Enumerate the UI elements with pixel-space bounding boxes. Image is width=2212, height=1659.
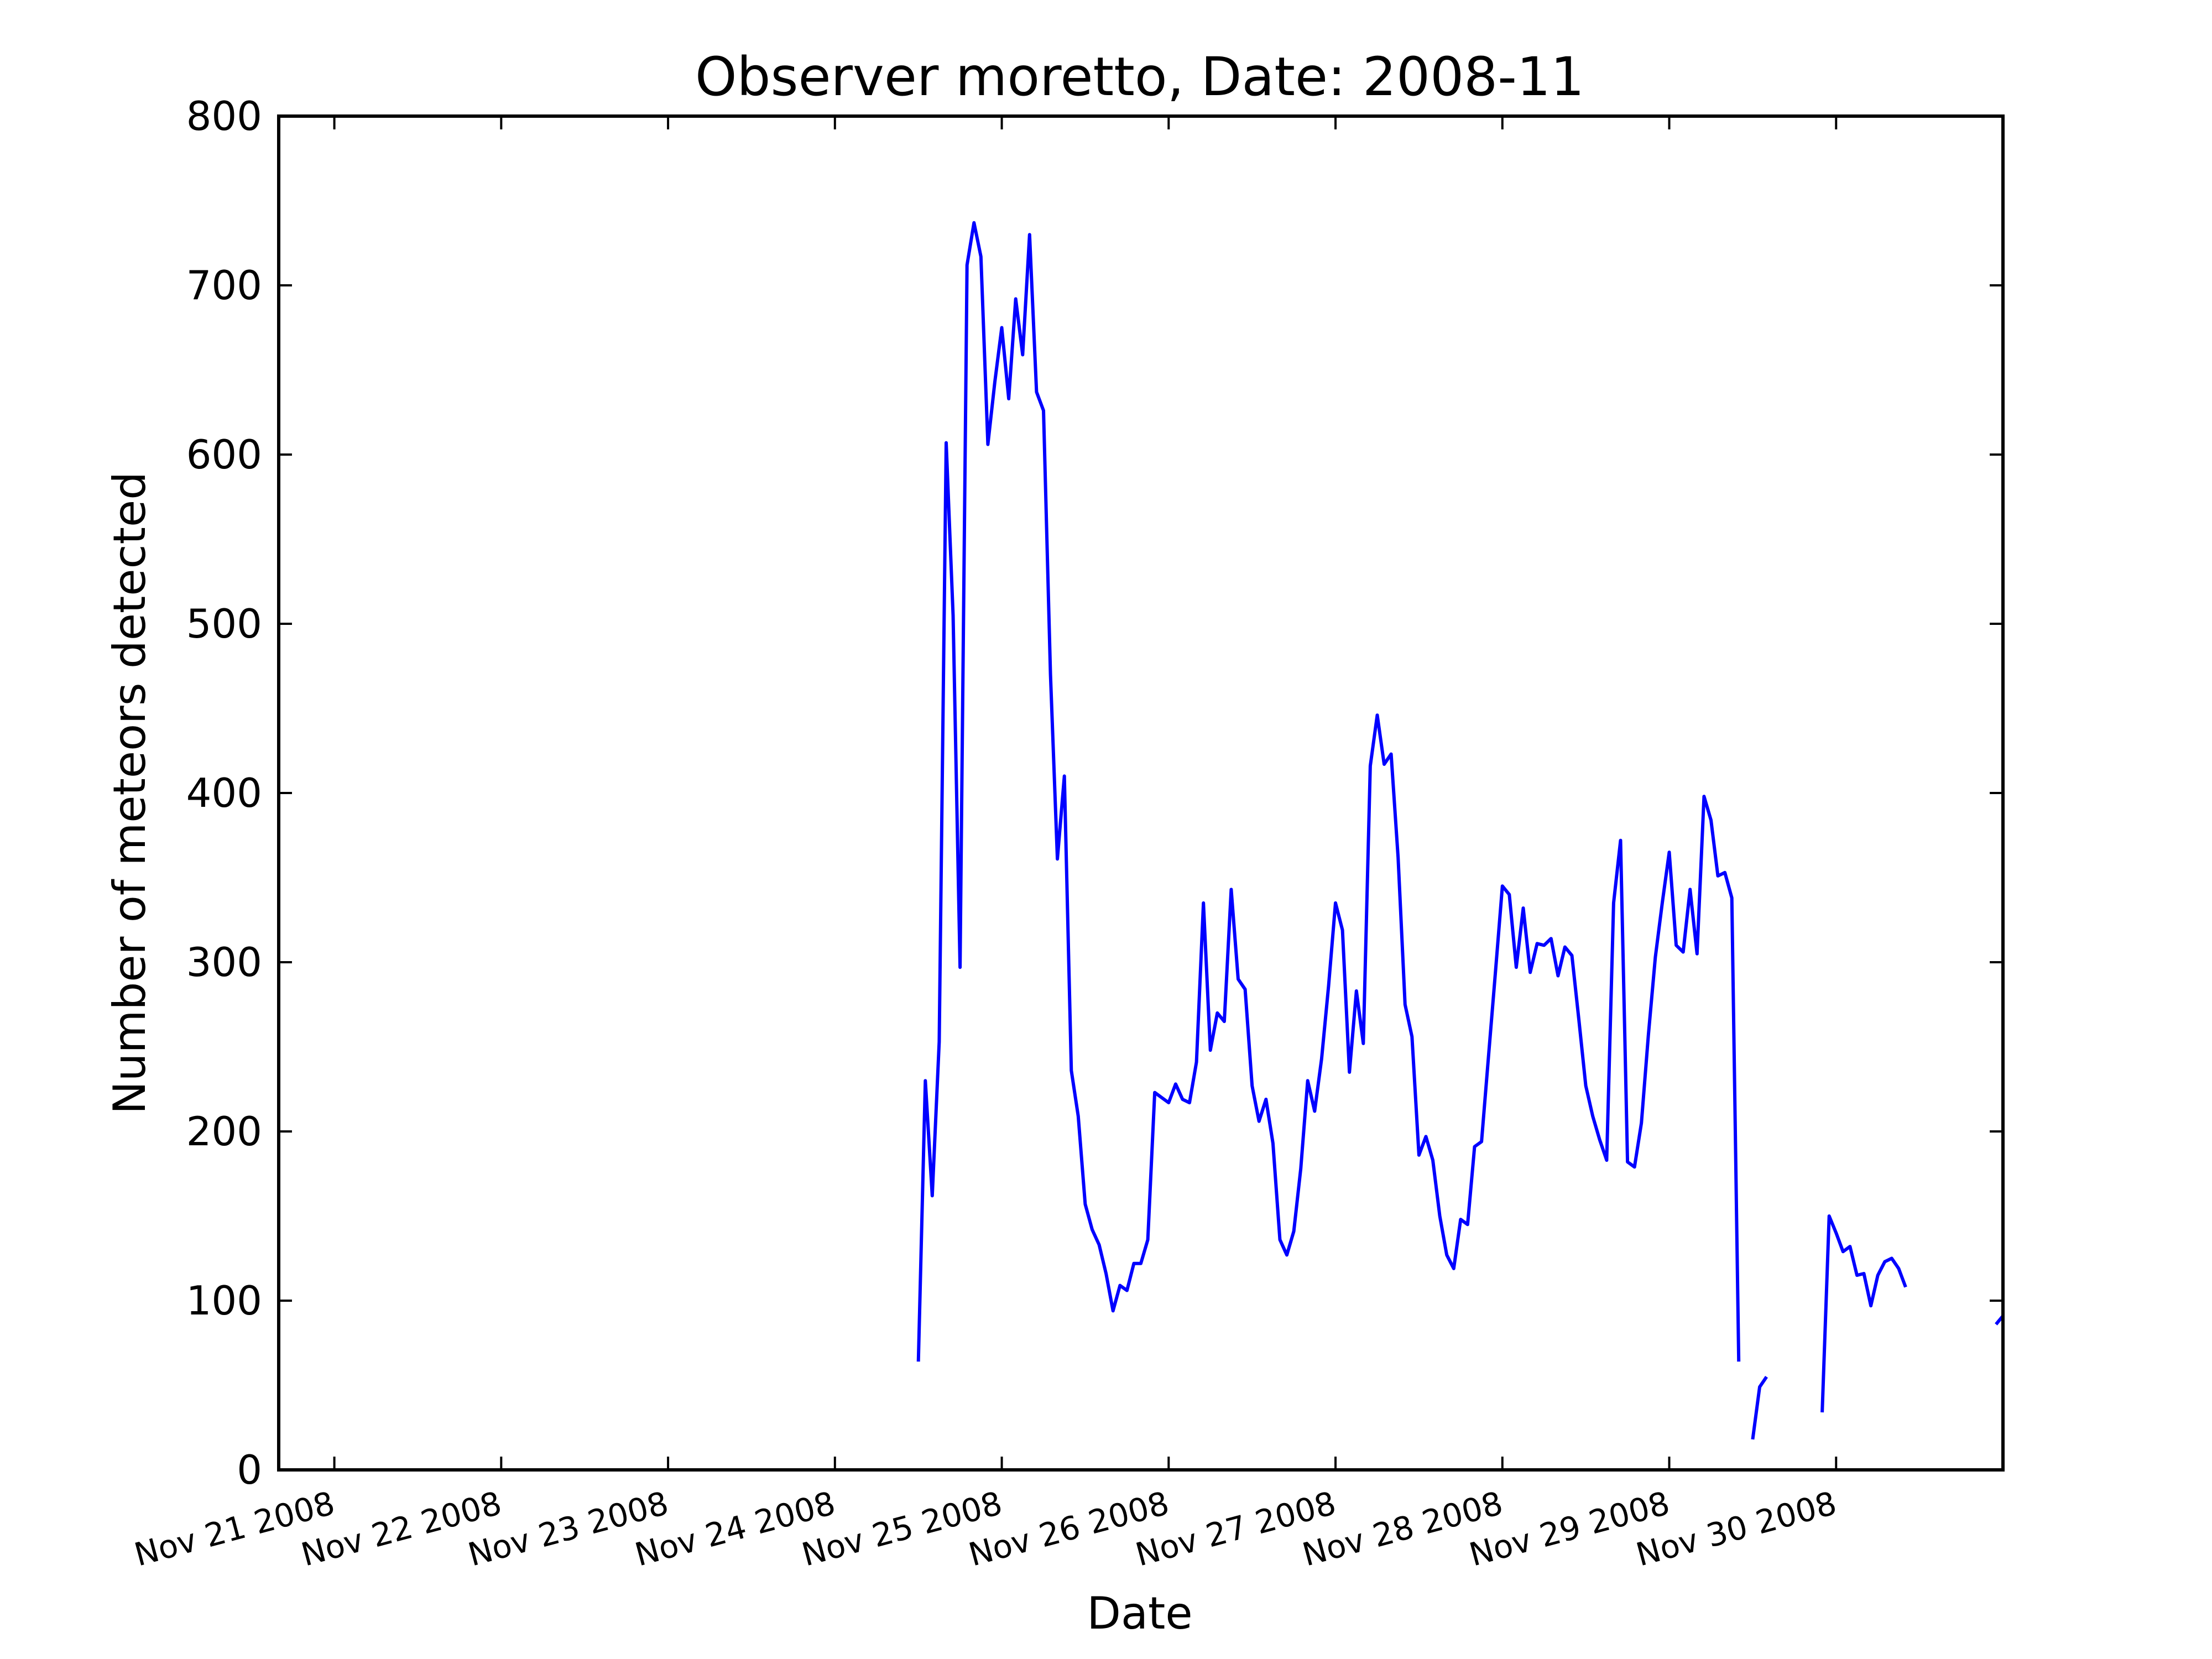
y-tick-label: 700 — [186, 262, 262, 309]
series-line-segment — [1820, 1214, 1907, 1413]
y-tick-label: 0 — [237, 1447, 262, 1493]
y-tick-label: 400 — [186, 770, 262, 816]
y-tick-label: 500 — [186, 601, 262, 647]
chart-title: Observer moretto, Date: 2008-11 — [695, 46, 1584, 108]
y-tick-label: 200 — [186, 1108, 262, 1155]
series-lines — [916, 221, 2005, 1440]
y-tick-labels: 0 100 200 300 400 500 600 700 800 — [186, 93, 262, 1493]
series-line-segment — [916, 221, 1741, 1362]
plot-frame — [277, 114, 2005, 1472]
y-tick-label: 600 — [186, 431, 262, 478]
y-tick-label: 300 — [186, 939, 262, 985]
y-tick-label: 800 — [186, 93, 262, 139]
series-line-segment — [1751, 1376, 1768, 1440]
y-tick-label: 100 — [186, 1277, 262, 1324]
x-axis-label: Date — [1087, 1588, 1192, 1639]
y-axis-label: Number of meteors detected — [104, 472, 155, 1114]
